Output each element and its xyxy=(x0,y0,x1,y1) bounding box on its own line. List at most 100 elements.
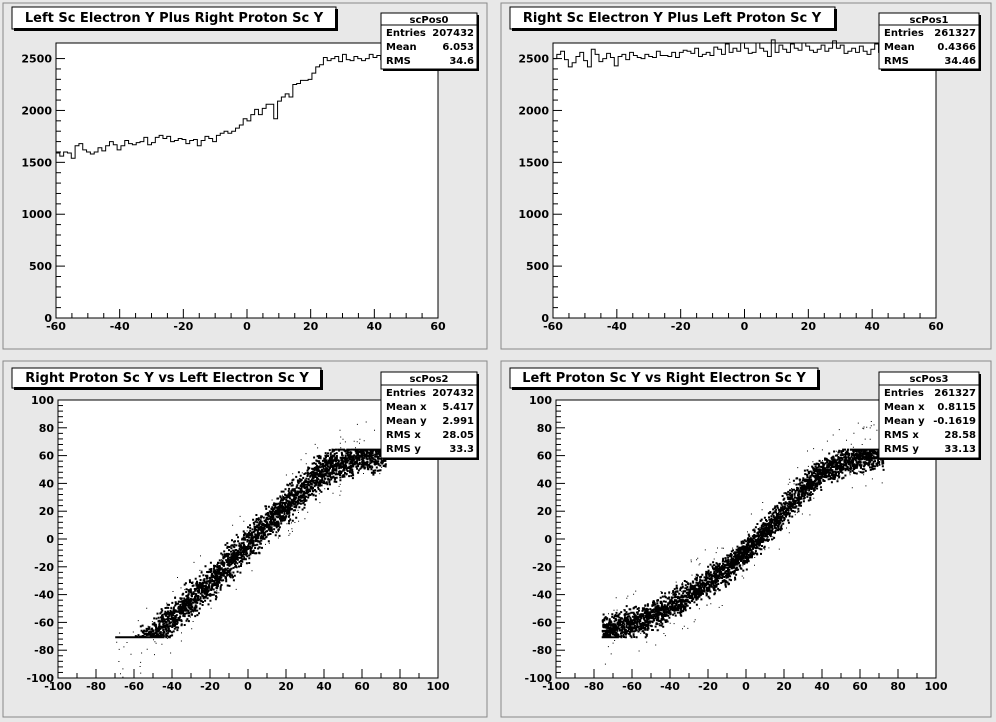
stats-label-rms-x: RMS x xyxy=(884,430,919,441)
stats-value-mean-y: -0.1619 xyxy=(933,416,976,427)
stats-label-mean-x: Mean x xyxy=(884,402,925,413)
stats-value-rms: 34.6 xyxy=(449,56,474,67)
stats-label-entries: Entries xyxy=(884,388,924,399)
x-tick-label: -40 xyxy=(607,320,627,333)
x-tick-label: -60 xyxy=(124,680,144,693)
stats-value-mean-x: 0.8115 xyxy=(937,402,976,413)
axes-frame: 0 500 1000 1500 2000 2500 -60 -40 -20 0 20 40 60 xyxy=(21,42,446,333)
x-tick-label: 40 xyxy=(814,680,830,693)
y-tick-label: 1000 xyxy=(21,208,52,221)
y-tick-label: 80 xyxy=(537,422,553,435)
y-tick-label: 0 xyxy=(44,312,52,325)
pad-scPos1[interactable]: 0 500 1000 1500 2000 2500 -60 -40 -20 0 20 40 60 Ri… xyxy=(500,2,992,350)
stats-label-mean-y: Mean y xyxy=(386,416,427,427)
stats-value-rms-y: 33.13 xyxy=(944,444,976,455)
x-tick-label: -100 xyxy=(44,680,72,693)
x-axis: -60 -40 -20 0 20 40 60 xyxy=(543,309,944,333)
y-tick-label: -80 xyxy=(532,644,552,657)
chart-title: Right Proton Sc Y vs Left Electron Sc Y xyxy=(25,371,309,386)
x-tick-label: -60 xyxy=(543,320,563,333)
x-tick-label: 0 xyxy=(742,680,750,693)
stats-box: scPos2 Entries 207432 Mean x 5.417 Mean … xyxy=(380,371,479,460)
x-tick-label: -20 xyxy=(200,680,220,693)
plot-area xyxy=(55,42,439,319)
plot-area xyxy=(552,42,937,319)
x-tick-label: 60 xyxy=(354,680,370,693)
x-tick-label: -40 xyxy=(162,680,182,693)
stats-value-rms-x: 28.05 xyxy=(442,430,474,441)
y-tick-label: -40 xyxy=(34,589,54,602)
stats-box: scPos0 Entries 207432 Mean 6.053 RMS 34.… xyxy=(380,12,479,71)
x-tick-label: -40 xyxy=(110,320,130,333)
x-tick-label: -80 xyxy=(86,680,106,693)
stats-name: scPos3 xyxy=(910,374,949,385)
x-tick-label: -80 xyxy=(584,680,604,693)
x-tick-label: 0 xyxy=(243,320,251,333)
y-tick-label: 0 xyxy=(544,533,552,546)
y-tick-label: -40 xyxy=(532,589,552,602)
y-axis: 0 500 1000 1500 2000 2500 xyxy=(21,53,65,325)
y-tick-label: 500 xyxy=(526,260,549,273)
x-tick-label: 0 xyxy=(741,320,749,333)
y-axis: -100 -80 -60 -40 -20 0 20 40 60 80 100 xyxy=(26,394,67,685)
stats-value-mean-x: 5.417 xyxy=(442,402,474,413)
stats-value-mean-y: 2.991 xyxy=(442,416,474,427)
stats-label-mean-y: Mean y xyxy=(884,416,925,427)
pad-scPos0[interactable]: 0 500 1000 1500 2000 2500 -60 -40 -20 0 20 40 60 Le… xyxy=(2,2,488,350)
stats-label-rms: RMS xyxy=(386,56,411,67)
stats-label-entries: Entries xyxy=(386,388,426,399)
scatter-point-cloud xyxy=(115,421,387,678)
stats-name: scPos1 xyxy=(910,15,949,26)
x-tick-label: 20 xyxy=(776,680,792,693)
stats-value-entries: 207432 xyxy=(432,388,474,399)
stats-value-rms-x: 28.58 xyxy=(944,430,976,441)
scatter-point-cloud xyxy=(601,421,885,665)
x-tick-label: -20 xyxy=(671,320,691,333)
histogram-line xyxy=(553,39,936,68)
y-tick-label: -20 xyxy=(532,561,552,574)
x-tick-label: 40 xyxy=(865,320,881,333)
scatter-points xyxy=(601,421,885,665)
plot-area xyxy=(555,399,937,679)
y-tick-label: 20 xyxy=(39,505,55,518)
y-tick-label: -100 xyxy=(524,672,552,685)
y-tick-label: 80 xyxy=(39,422,55,435)
y-axis: 0 500 1000 1500 2000 2500 xyxy=(518,53,562,325)
y-tick-label: 60 xyxy=(39,450,55,463)
stats-label-rms: RMS xyxy=(884,56,909,67)
y-tick-label: -60 xyxy=(532,616,552,629)
y-tick-label: 40 xyxy=(537,477,553,490)
x-tick-label: 20 xyxy=(303,320,319,333)
y-tick-label: 0 xyxy=(46,533,54,546)
stats-value-rms-y: 33.3 xyxy=(449,444,474,455)
y-tick-label: 1500 xyxy=(518,156,549,169)
y-tick-label: 0 xyxy=(541,312,549,325)
x-axis: -100 -80 -60 -40 -20 0 20 40 60 80 100 xyxy=(44,669,450,693)
chart-title-box: Left Proton Sc Y vs Right Electron Sc Y xyxy=(509,367,820,390)
y-tick-label: 1000 xyxy=(518,208,549,221)
x-tick-label: 20 xyxy=(801,320,817,333)
y-tick-label: 2500 xyxy=(21,53,52,66)
stats-value-entries: 207432 xyxy=(432,28,474,39)
x-tick-label: 80 xyxy=(890,680,906,693)
x-tick-label: 60 xyxy=(928,320,944,333)
histogram-line xyxy=(56,53,438,159)
x-tick-label: 20 xyxy=(278,680,294,693)
y-tick-label: 60 xyxy=(537,450,553,463)
y-tick-label: -20 xyxy=(34,561,54,574)
stats-box: scPos3 Entries 261327 Mean x 0.8115 Mean… xyxy=(878,371,981,460)
x-tick-label: -20 xyxy=(698,680,718,693)
x-axis: -60 -40 -20 0 20 40 60 xyxy=(46,309,446,333)
stats-name: scPos2 xyxy=(410,374,449,385)
y-tick-label: -80 xyxy=(34,644,54,657)
y-tick-label: 2500 xyxy=(518,53,549,66)
chart-title: Left Sc Electron Y Plus Right Proton Sc … xyxy=(25,11,324,26)
y-tick-label: -100 xyxy=(26,672,54,685)
x-tick-label: 40 xyxy=(316,680,332,693)
stats-value-mean: 0.4366 xyxy=(937,42,976,53)
y-tick-label: 1500 xyxy=(21,156,52,169)
